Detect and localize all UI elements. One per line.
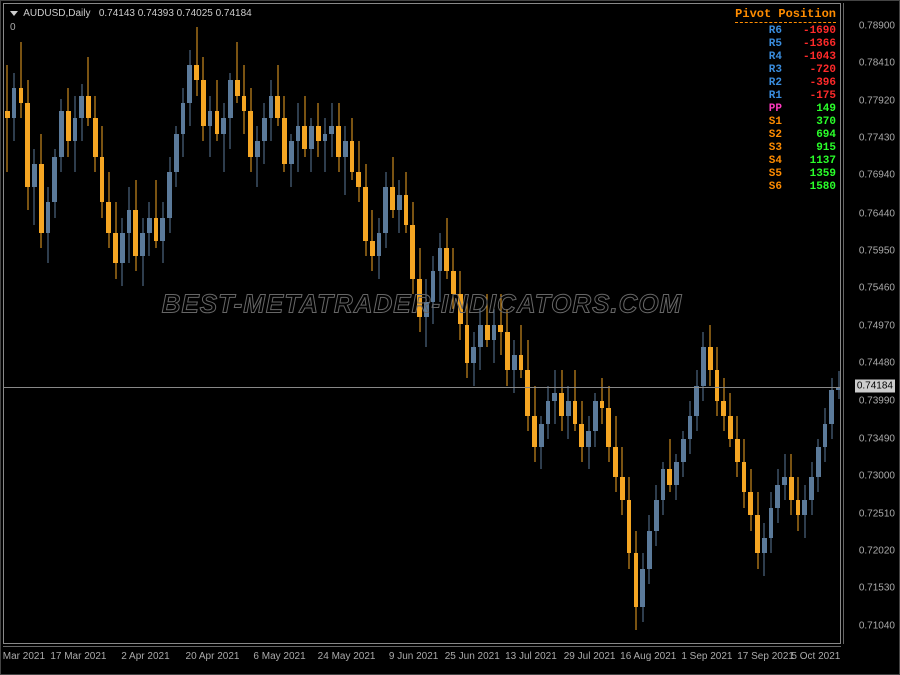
pivot-row: S3 915 bbox=[735, 142, 836, 155]
pivot-value: -720 bbox=[794, 64, 836, 77]
x-tick-label: 24 May 2021 bbox=[318, 651, 376, 662]
pivot-label: R4 bbox=[762, 51, 782, 64]
pivot-value: 1359 bbox=[794, 168, 836, 181]
x-tick-label: 9 Jun 2021 bbox=[389, 651, 439, 662]
pivot-row: R6 -1690 bbox=[735, 25, 836, 38]
candles-layer bbox=[4, 4, 840, 643]
pivot-row: PP 149 bbox=[735, 103, 836, 116]
pivot-value: 915 bbox=[794, 142, 836, 155]
pivot-value: 149 bbox=[794, 103, 836, 116]
y-tick-label: 0.73990 bbox=[859, 395, 895, 406]
x-tick-label: 5 Oct 2021 bbox=[791, 651, 840, 662]
pivot-row: R3 -720 bbox=[735, 64, 836, 77]
symbol-label: AUDUSD,Daily bbox=[23, 8, 90, 19]
pivot-row: S1 370 bbox=[735, 116, 836, 129]
pivot-label: R5 bbox=[762, 38, 782, 51]
y-tick-label: 0.71040 bbox=[859, 620, 895, 631]
pivot-value: 694 bbox=[794, 129, 836, 142]
y-tick-label: 0.76940 bbox=[859, 170, 895, 181]
pivot-title: Pivot Position bbox=[735, 8, 836, 23]
chart-window[interactable]: AUDUSD,Daily 0.74143 0.74393 0.74025 0.7… bbox=[0, 0, 900, 675]
y-tick-label: 0.72510 bbox=[859, 508, 895, 519]
pivot-row: S4 1137 bbox=[735, 155, 836, 168]
x-tick-label: 20 Apr 2021 bbox=[186, 651, 240, 662]
pivot-row: R2 -396 bbox=[735, 77, 836, 90]
x-tick-label: 16 Aug 2021 bbox=[620, 651, 676, 662]
pivot-row: R5 -1366 bbox=[735, 38, 836, 51]
x-tick-label: 17 Sep 2021 bbox=[737, 651, 794, 662]
pivot-value: -1043 bbox=[794, 51, 836, 64]
pivot-label: S3 bbox=[762, 142, 782, 155]
pivot-value: -396 bbox=[794, 77, 836, 90]
symbol-header: AUDUSD,Daily 0.74143 0.74393 0.74025 0.7… bbox=[10, 8, 252, 19]
y-tick-label: 0.74184 bbox=[855, 379, 895, 392]
y-tick-label: 0.73490 bbox=[859, 433, 895, 444]
x-tick-label: 29 Jul 2021 bbox=[564, 651, 616, 662]
pivot-label: PP bbox=[762, 103, 782, 116]
pivot-value: -1690 bbox=[794, 25, 836, 38]
x-tick-label: 6 May 2021 bbox=[253, 651, 305, 662]
x-tick-label: 1 Mar 2021 bbox=[0, 651, 45, 662]
pivot-row: S6 1580 bbox=[735, 181, 836, 194]
y-tick-label: 0.75460 bbox=[859, 283, 895, 294]
pivot-label: R6 bbox=[762, 25, 782, 38]
pivot-label: S1 bbox=[762, 116, 782, 129]
pivot-row: R1 -175 bbox=[735, 90, 836, 103]
pivot-value: -175 bbox=[794, 90, 836, 103]
x-tick-label: 13 Jul 2021 bbox=[505, 651, 557, 662]
y-tick-label: 0.73000 bbox=[859, 471, 895, 482]
x-tick-label: 1 Sep 2021 bbox=[681, 651, 732, 662]
y-tick-label: 0.75950 bbox=[859, 246, 895, 257]
y-tick-label: 0.78410 bbox=[859, 58, 895, 69]
pivot-value: 1580 bbox=[794, 181, 836, 194]
pivot-label: S4 bbox=[762, 155, 782, 168]
pivot-row: S2 694 bbox=[735, 129, 836, 142]
x-tick-label: 17 Mar 2021 bbox=[50, 651, 106, 662]
y-tick-label: 0.72020 bbox=[859, 545, 895, 556]
y-tick-label: 0.77920 bbox=[859, 95, 895, 106]
y-tick-label: 0.74480 bbox=[859, 358, 895, 369]
y-tick-label: 0.71530 bbox=[859, 583, 895, 594]
pivot-value: -1366 bbox=[794, 38, 836, 51]
chart-plot-area[interactable]: AUDUSD,Daily 0.74143 0.74393 0.74025 0.7… bbox=[3, 3, 841, 644]
pivot-value: 1137 bbox=[794, 155, 836, 168]
x-tick-label: 25 Jun 2021 bbox=[445, 651, 500, 662]
y-tick-label: 0.78900 bbox=[859, 20, 895, 31]
ohlc-values: 0.74143 0.74393 0.74025 0.74184 bbox=[99, 8, 252, 19]
dropdown-icon[interactable] bbox=[10, 11, 18, 16]
y-tick-label: 0.76440 bbox=[859, 208, 895, 219]
pivot-label: S2 bbox=[762, 129, 782, 142]
last-price-line bbox=[4, 387, 840, 388]
pivot-label: R2 bbox=[762, 77, 782, 90]
x-tick-label: 2 Apr 2021 bbox=[121, 651, 169, 662]
pivot-label: R1 bbox=[762, 90, 782, 103]
pivot-label: R3 bbox=[762, 64, 782, 77]
pivot-row: R4 -1043 bbox=[735, 51, 836, 64]
y-tick-label: 0.74970 bbox=[859, 320, 895, 331]
indicator-sub: 0 bbox=[10, 22, 16, 33]
pivot-row: S5 1359 bbox=[735, 168, 836, 181]
pivot-label: S6 bbox=[762, 181, 782, 194]
y-axis: 0.78900 0.78410 0.77920 0.77430 0.76940 0.764… bbox=[843, 3, 899, 644]
x-axis: 1 Mar 2021 17 Mar 2021 2 Apr 2021 20 Apr 20… bbox=[3, 646, 841, 674]
pivot-label: S5 bbox=[762, 168, 782, 181]
y-tick-label: 0.77430 bbox=[859, 133, 895, 144]
pivot-value: 370 bbox=[794, 116, 836, 129]
pivot-panel: Pivot Position R6 -1690 R5 -1366 R4 -1043 R3 -7… bbox=[735, 8, 836, 194]
